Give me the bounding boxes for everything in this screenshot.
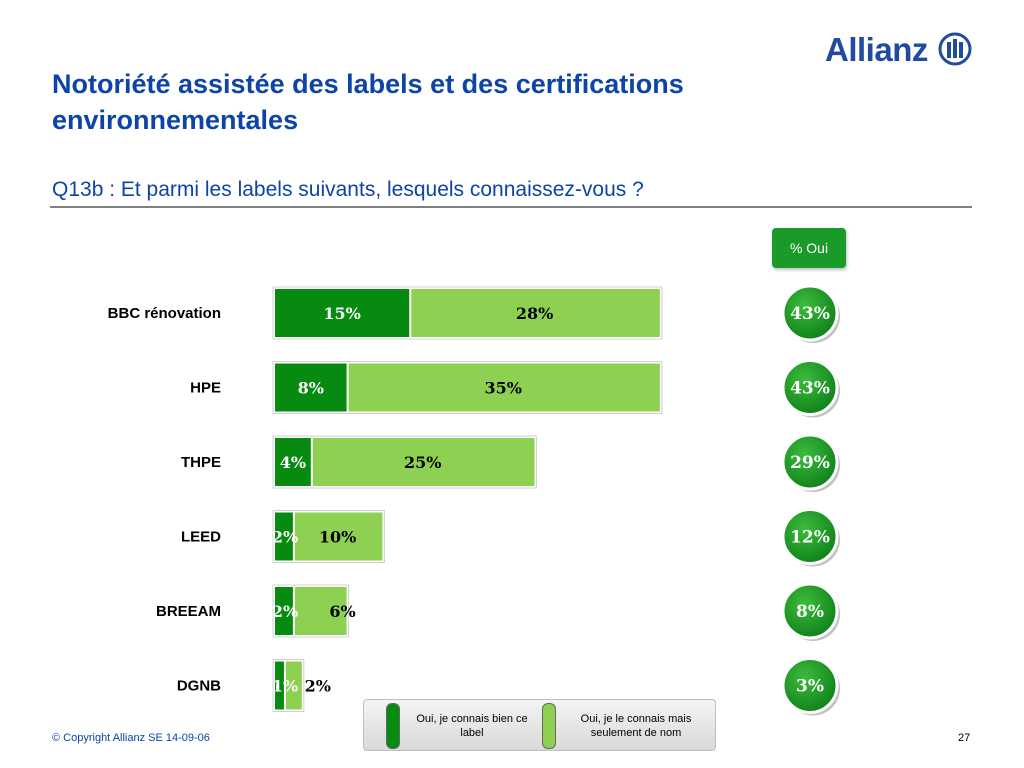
copyright-footer: © Copyright Allianz SE 14-09-06 [52,732,210,744]
logo-text: Allianz [825,31,928,68]
bar-label-light: 2% [305,677,331,696]
bar-label-light: 25% [404,453,441,472]
total-label: 8% [796,602,824,622]
bar-segment-light [294,512,383,561]
allianz-eagle-icon [938,32,972,66]
bar-label-dark: 2% [272,528,298,547]
total-label: 3% [796,677,824,697]
bar-segment-light [312,438,535,486]
bar-label-dark: 4% [280,453,306,472]
total-badge [781,359,839,416]
legend-swatch-light-green [542,703,556,749]
total-badge [781,284,839,342]
legend-swatch-dark-green [386,703,400,749]
category-label: LEED [181,529,221,546]
total-badge [781,657,839,714]
total-label: 12% [790,528,830,548]
total-column-header: % Oui [772,228,846,268]
bar-segment-dark [275,512,293,561]
bar-segment-dark [275,289,410,337]
bar-segment-light [294,587,347,635]
bar-label-light: 35% [484,379,521,398]
bar-label-dark: 1% [272,677,298,696]
allianz-logo: Allianz [825,30,975,70]
category-label: HPE [190,380,221,397]
total-badge [781,582,839,640]
bar-segment-dark [275,438,311,486]
bar-label-light: 10% [319,528,356,547]
bar-segment-dark [275,363,347,412]
category-label: DGNB [177,678,221,695]
bar-segment-light [411,289,660,337]
page-number: 27 [958,732,971,744]
bar-label-dark: 8% [298,379,324,398]
total-label: 29% [790,453,830,473]
total-badge [781,508,839,565]
legend-label-2: Oui, je le connais mais seulement de nom [580,713,692,739]
bar-segment-light [285,661,302,710]
bar-label-light: 6% [329,602,355,621]
legend-label-1: Oui, je connais bien ce label [416,713,528,739]
slide-subtitle: Q13b : Et parmi les labels suivants, les… [52,178,644,201]
total-label: 43% [790,379,830,399]
bar-segment-dark [275,661,284,710]
total-label: 43% [790,304,830,324]
category-label: BREEAM [156,603,221,620]
category-label: THPE [181,454,221,471]
chart-legend: Oui, je connais bien ce label Oui, je le… [363,699,716,751]
bar-segment-light [348,363,660,412]
bar-label-dark: 15% [323,304,360,323]
title-divider [50,206,972,208]
bar-label-light: 28% [516,304,553,323]
total-badge [781,433,839,491]
bar-segment-dark [275,587,293,635]
bar-label-dark: 2% [272,602,298,621]
category-label: BBC rénovation [108,305,221,322]
slide-title: Notoriété assistée des labels et des cer… [52,69,684,135]
